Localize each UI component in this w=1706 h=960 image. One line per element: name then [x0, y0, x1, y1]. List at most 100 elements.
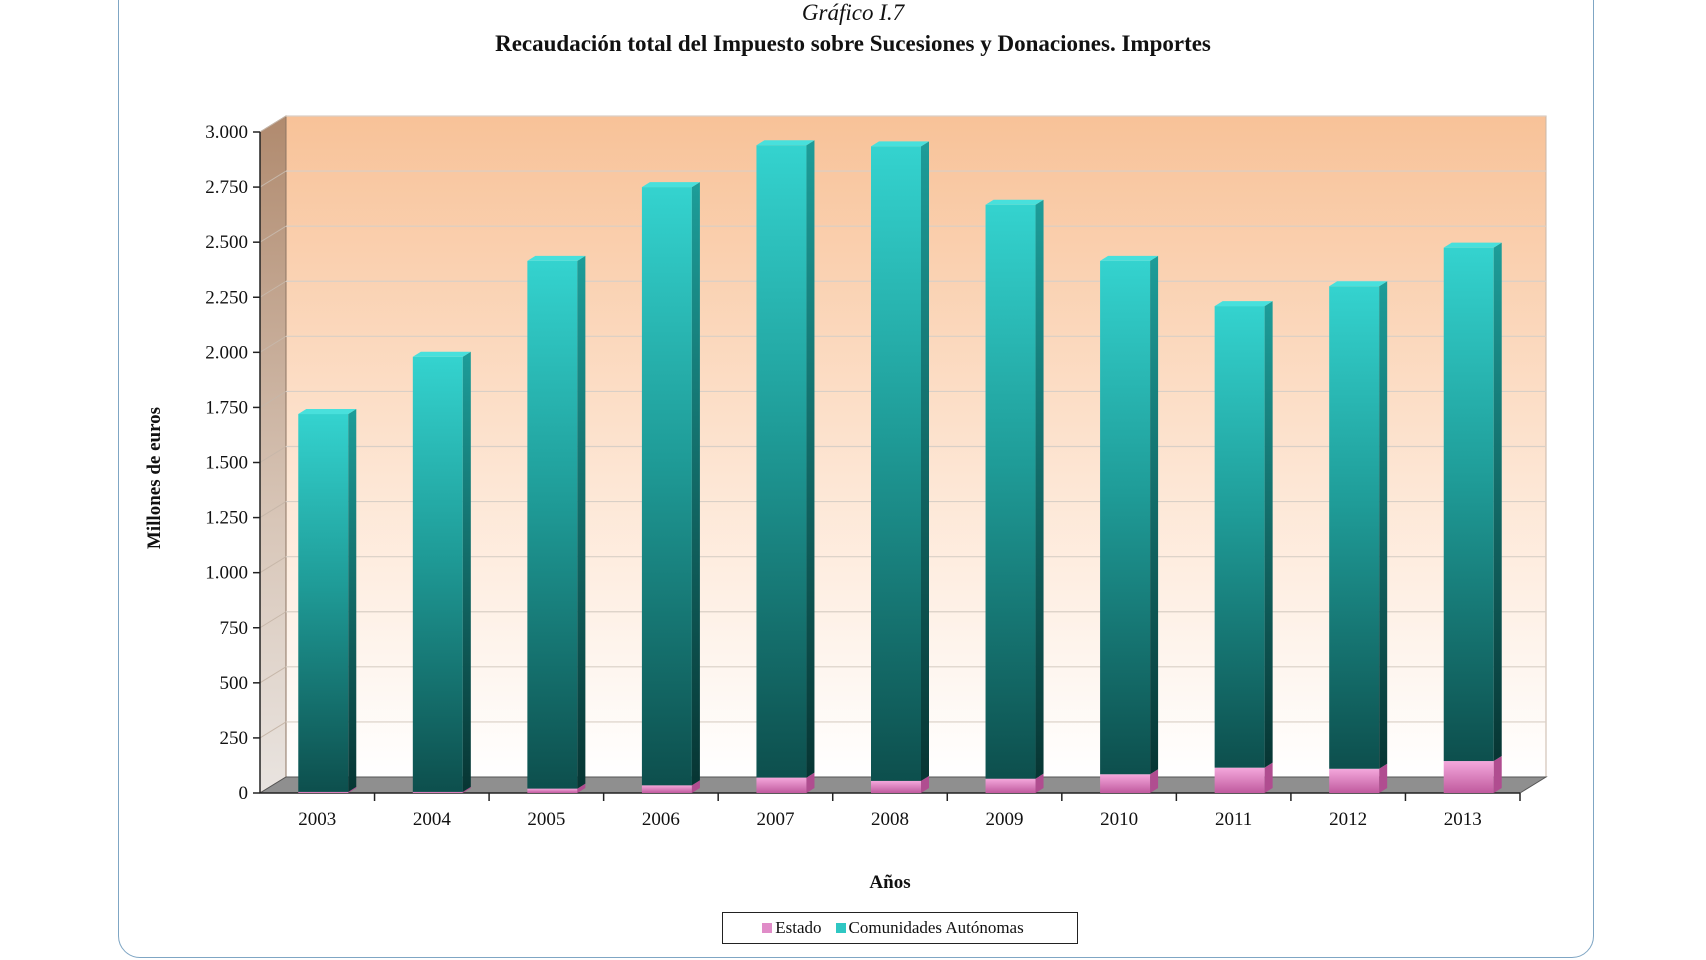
bar-comunidades [1100, 260, 1151, 775]
bar-comunidades-side [1150, 255, 1159, 775]
bar-estado-side [1493, 756, 1502, 793]
y-tick-label: 1.500 [205, 453, 248, 474]
chart-title: Recaudación total del Impuesto sobre Suc… [495, 31, 1211, 56]
legend: Estado Comunidades Autónomas [722, 912, 1078, 944]
bar-comunidades-top [298, 409, 357, 415]
bar-comunidades-top [1100, 255, 1159, 261]
gridline-depth [259, 115, 287, 133]
gridline-depth [259, 501, 287, 519]
y-axis-title: Millones de euros [144, 407, 165, 549]
bar-comunidades-side [806, 140, 815, 778]
bar-comunidades [1214, 306, 1265, 768]
gridline-depth [259, 335, 287, 353]
legend-swatch-estado [762, 923, 773, 933]
x-tick-label: 2003 [298, 809, 336, 830]
bar-estado-side [577, 783, 586, 793]
bar-comunidades-side [462, 351, 471, 792]
bar-comunidades-top [641, 182, 700, 188]
bar-estado-side [1264, 762, 1273, 793]
y-tick-label: 1.000 [205, 563, 248, 584]
gridline-depth [259, 225, 287, 243]
bar-comunidades-side [1493, 242, 1502, 762]
y-tick-label: 750 [220, 618, 249, 639]
bar-estado [985, 778, 1036, 793]
legend-item-estado: Estado [762, 918, 822, 938]
bar-comunidades [871, 146, 921, 781]
y-tick-label: 3.000 [205, 122, 248, 143]
bar-comunidades-side [921, 141, 929, 781]
bar-comunidades-top [527, 255, 586, 261]
bar-comunidades [412, 356, 463, 792]
bar-comunidades-side [577, 255, 586, 789]
bar-comunidades [985, 204, 1036, 779]
bar-estado [756, 777, 807, 793]
bar-estado-side [462, 786, 471, 793]
bar-estado-side [1150, 769, 1159, 793]
x-tick-label: 2011 [1215, 809, 1252, 830]
bar-estado [1443, 761, 1494, 793]
y-tick-label: 2.500 [205, 232, 248, 253]
bar-comunidades-side [691, 182, 700, 786]
y-tick-label: 2.000 [205, 342, 248, 363]
bar-estado-side [691, 780, 700, 793]
gridline-depth [259, 556, 287, 574]
bar-comunidades [1443, 247, 1494, 762]
gridline-depth [259, 446, 287, 463]
bar-estado-side [806, 772, 815, 793]
bar-comunidades-top [1329, 281, 1388, 287]
legend-label-comunidades: Comunidades Autónomas [848, 918, 1024, 937]
x-tick-label: 2010 [1100, 809, 1138, 830]
bar-estado [871, 780, 921, 793]
bar-estado-side [1379, 763, 1388, 793]
gridline-depth [259, 170, 287, 188]
bar-comunidades [527, 260, 578, 789]
plot-area: 0 250 500 750 1.000 1.250 1.500 1.750 2.000 2.250… [144, 115, 1548, 893]
bar-comunidades [641, 187, 692, 786]
bar-estado [1214, 767, 1265, 793]
x-tick-label: 2007 [756, 809, 794, 830]
bar-estado [1329, 768, 1380, 793]
x-tick-label: 2005 [527, 809, 565, 830]
gridline-depth [259, 280, 287, 298]
x-tick-label: 2013 [1444, 809, 1482, 830]
bar-estado [527, 788, 578, 793]
x-tick-label: 2006 [642, 809, 680, 830]
y-tick-label: 2.250 [205, 287, 248, 308]
gridline-depth [259, 611, 287, 629]
legend-label-estado: Estado [775, 918, 822, 937]
legend-item-comunidades: Comunidades Autónomas [835, 918, 1024, 938]
x-tick-label: 2008 [871, 809, 909, 830]
y-tick-label: 2.750 [205, 177, 248, 198]
y-tick-label: 500 [220, 673, 249, 694]
bar-estado-side [921, 775, 929, 793]
bar-comunidades-top [985, 199, 1044, 205]
bar-estado [1100, 774, 1151, 793]
x-tick-label: 2009 [986, 809, 1024, 830]
bar-comunidades-side [1379, 281, 1388, 769]
y-tick-label: 1.750 [205, 397, 248, 418]
bar-estado-side [1035, 773, 1044, 793]
bar-comunidades-side [1264, 301, 1273, 768]
gridline-depth [259, 390, 287, 408]
bar-comunidades-top [412, 351, 471, 357]
x-axis-title: Años [869, 872, 910, 893]
bar-comunidades-top [871, 141, 929, 147]
bar-estado-side [348, 786, 357, 793]
bar-estado [412, 791, 463, 793]
y-tick-label: 250 [220, 728, 249, 749]
bar-comunidades-top [1443, 242, 1502, 248]
bar-comunidades [756, 145, 807, 778]
bar-estado [641, 785, 692, 793]
x-tick-label: 2012 [1329, 809, 1367, 830]
chart-caption: Gráfico I.7 [801, 0, 905, 25]
bar-comunidades-side [1035, 199, 1044, 779]
x-tick-label: 2004 [413, 809, 452, 830]
bar-comunidades-side [348, 409, 357, 792]
bar-estado [298, 791, 349, 793]
y-tick-label: 1.250 [205, 508, 248, 529]
gridline-depth [259, 666, 287, 684]
bar-comunidades-top [1214, 301, 1273, 307]
legend-swatch-comunidades [835, 923, 846, 933]
bar-comunidades [298, 414, 349, 792]
